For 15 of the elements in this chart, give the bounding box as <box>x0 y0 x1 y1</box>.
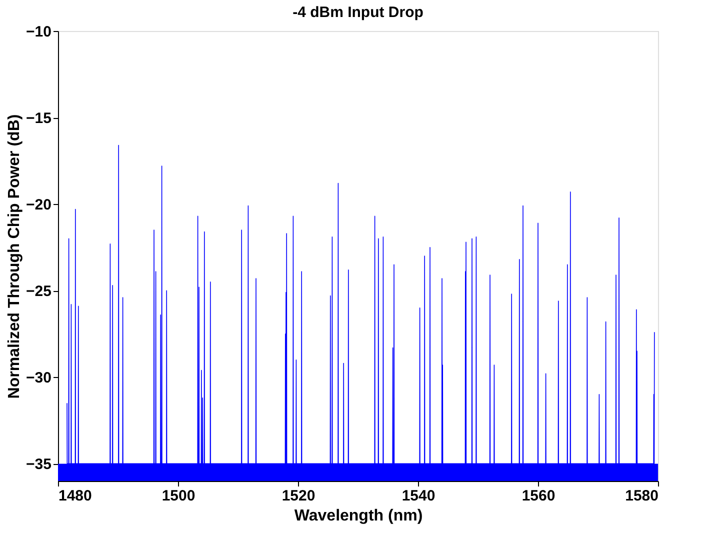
chart-title: -4 dBm Input Drop <box>292 4 424 21</box>
y-tick-label: −10 <box>26 24 52 40</box>
y-tick-label: −30 <box>26 370 52 387</box>
x-tick-label: 1540 <box>402 488 436 504</box>
x-tick-label: 1500 <box>162 488 196 504</box>
x-tick-label: 1560 <box>522 488 556 504</box>
y-tick-label: −35 <box>26 456 52 474</box>
x-axis-title: Wavelength (nm) <box>294 508 423 524</box>
y-axis-title: Normalized Through Chip Power (dB) <box>6 114 24 399</box>
x-tick-label: 1480 <box>58 488 92 504</box>
x-tick-label: 1580 <box>625 488 658 504</box>
y-tick-label: −25 <box>26 283 52 300</box>
x-tick-label: 1520 <box>282 488 316 504</box>
y-tick-label: −15 <box>26 110 52 128</box>
y-tick-label: −20 <box>26 196 52 214</box>
